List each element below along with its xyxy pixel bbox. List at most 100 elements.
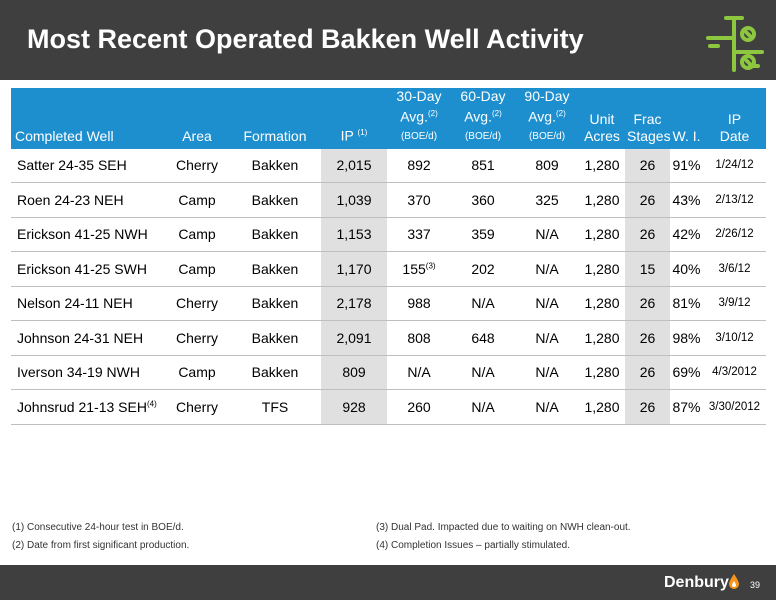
cell-90-day: N/A [515, 320, 579, 356]
table-row: Nelson 24-11 NEH Cherry Bakken 2,178 988 N/A N… [11, 285, 766, 321]
page-title: Most Recent Operated Bakken Well Activit… [27, 24, 584, 54]
table-row: Iverson 34-19 NWH Camp Bakken 809 N/A N/A N/A 1… [11, 354, 766, 390]
header-bar [0, 0, 776, 80]
cell-60-day: 648 [451, 320, 515, 356]
cell-60-day: N/A [451, 285, 515, 321]
cell-ip-date: 2/26/12 [703, 216, 766, 252]
cell-area: Camp [165, 216, 229, 252]
cell-ip-date: 3/9/12 [703, 285, 766, 321]
wellhead-valve-icon [706, 16, 764, 72]
table-row: Erickson 41-25 SWH Camp Bakken 1,170 155(3) 2… [11, 251, 766, 287]
cell-ip: 1,039 [321, 182, 387, 218]
page-number: 39 [750, 580, 761, 590]
cell-frac-stages: 26 [625, 182, 670, 218]
cell-formation: Bakken [229, 147, 321, 183]
cell-ip: 2,091 [321, 320, 387, 356]
cell-30-day: 370 [387, 182, 451, 218]
footnote-4: (4) Completion Issues – partially stimul… [376, 540, 570, 551]
cell-60-day: 202 [451, 251, 515, 287]
cell-frac-stages: 15 [625, 251, 670, 287]
header-unit-acres: Unit Acres [579, 88, 625, 149]
table-header-row: Completed Well Area Formation IP (1) 30-… [11, 88, 766, 149]
header-completed-well: Completed Well [11, 88, 165, 149]
cell-well: Iverson 34-19 NWH [11, 354, 165, 390]
cell-unit-acres: 1,280 [579, 320, 625, 356]
footnote-2: (2) Date from first significant producti… [12, 540, 190, 551]
cell-frac-stages: 26 [625, 320, 670, 356]
cell-30-day: 337 [387, 216, 451, 252]
cell-ip: 2,178 [321, 285, 387, 321]
cell-ip: 809 [321, 354, 387, 390]
cell-90-day: 809 [515, 147, 579, 183]
header-formation: Formation [229, 88, 321, 149]
cell-90-day: 325 [515, 182, 579, 218]
cell-area: Camp [165, 251, 229, 287]
cell-ip: 928 [321, 389, 387, 425]
table-row: Erickson 41-25 NWH Camp Bakken 1,153 337 359 N… [11, 216, 766, 252]
cell-working-interest: 98% [670, 320, 703, 356]
brand-logo-text: Denbury [664, 574, 729, 591]
cell-frac-stages: 26 [625, 285, 670, 321]
cell-unit-acres: 1,280 [579, 285, 625, 321]
well-activity-table: Completed Well Area Formation IP (1) 30-… [11, 88, 766, 425]
cell-90-day: N/A [515, 389, 579, 425]
cell-working-interest: 91% [670, 147, 703, 183]
cell-unit-acres: 1,280 [579, 182, 625, 218]
cell-frac-stages: 26 [625, 354, 670, 390]
cell-area: Camp [165, 182, 229, 218]
cell-well: Satter 24-35 SEH [11, 147, 165, 183]
cell-area: Cherry [165, 147, 229, 183]
cell-ip-date: 2/13/12 [703, 182, 766, 218]
oil-drop-icon [729, 574, 739, 589]
cell-30-day: 892 [387, 147, 451, 183]
cell-30-day: 155(3) [387, 251, 451, 287]
header-ip-date: IP Date [703, 88, 766, 149]
header-area: Area [165, 88, 229, 149]
cell-working-interest: 43% [670, 182, 703, 218]
header-frac-stages: Frac Stages [625, 88, 671, 149]
cell-90-day: N/A [515, 251, 579, 287]
cell-ip-date: 3/6/12 [703, 251, 766, 287]
cell-well: Nelson 24-11 NEH [11, 285, 165, 321]
cell-formation: Bakken [229, 320, 321, 356]
cell-formation: TFS [229, 389, 321, 425]
cell-60-day: N/A [451, 354, 515, 390]
table-row: Roen 24-23 NEH Camp Bakken 1,039 370 360 325 1,… [11, 182, 766, 218]
cell-formation: Bakken [229, 285, 321, 321]
cell-frac-stages: 26 [625, 147, 670, 183]
cell-frac-stages: 26 [625, 216, 670, 252]
cell-ip-date: 3/10/12 [703, 320, 766, 356]
cell-area: Cherry [165, 389, 229, 425]
header-60-day-avg: 60-Day Avg.(2) (BOE/d) [451, 88, 515, 149]
table-row: Johnsrud 21-13 SEH(4) Cherry TFS 928 260 N/A N… [11, 389, 766, 425]
cell-well: Roen 24-23 NEH [11, 182, 165, 218]
cell-well: Johnson 24-31 NEH [11, 320, 165, 356]
cell-unit-acres: 1,280 [579, 354, 625, 390]
cell-ip: 1,170 [321, 251, 387, 287]
table-row: Satter 24-35 SEH Cherry Bakken 2,015 892 851 8… [11, 147, 766, 183]
cell-well: Erickson 41-25 SWH [11, 251, 165, 287]
cell-ip: 1,153 [321, 216, 387, 252]
cell-unit-acres: 1,280 [579, 389, 625, 425]
cell-30-day: 808 [387, 320, 451, 356]
cell-area: Cherry [165, 285, 229, 321]
cell-60-day: 360 [451, 182, 515, 218]
header-ip: IP (1) [321, 88, 387, 149]
cell-ip: 2,015 [321, 147, 387, 183]
cell-working-interest: 87% [670, 389, 703, 425]
cell-well: Johnsrud 21-13 SEH(4) [11, 389, 165, 425]
cell-60-day: N/A [451, 389, 515, 425]
cell-working-interest: 69% [670, 354, 703, 390]
cell-ip-date: 1/24/12 [703, 147, 766, 183]
footer-bar [0, 565, 776, 600]
cell-working-interest: 81% [670, 285, 703, 321]
cell-unit-acres: 1,280 [579, 216, 625, 252]
cell-30-day: 988 [387, 285, 451, 321]
cell-ip-date: 3/30/2012 [703, 389, 766, 425]
cell-working-interest: 40% [670, 251, 703, 287]
cell-unit-acres: 1,280 [579, 251, 625, 287]
cell-30-day: 260 [387, 389, 451, 425]
cell-area: Camp [165, 354, 229, 390]
cell-90-day: N/A [515, 216, 579, 252]
cell-well: Erickson 41-25 NWH [11, 216, 165, 252]
